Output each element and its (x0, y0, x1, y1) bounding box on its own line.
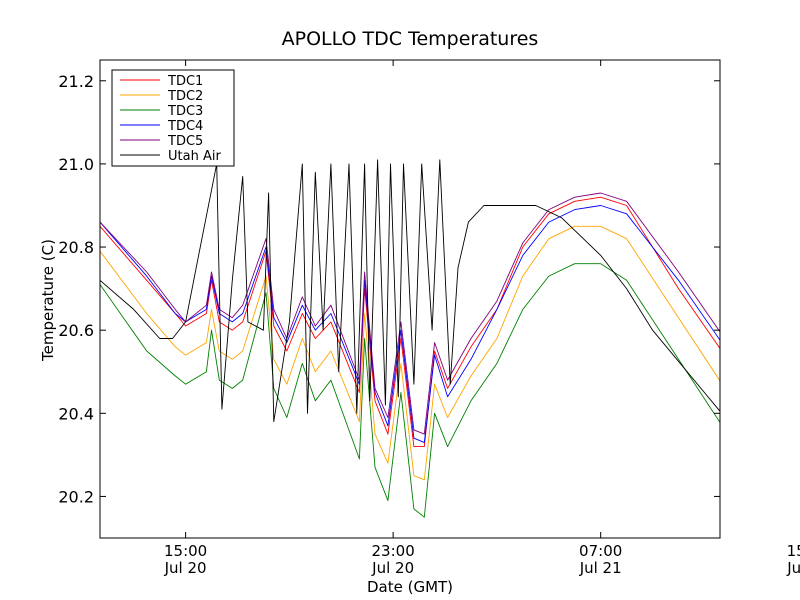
x-tick-time: 23:00 (372, 542, 415, 560)
x-tick-time: 15:00 (164, 542, 207, 560)
y-axis-label: Temperature (C) (39, 239, 57, 362)
y-tick-label: 21.0 (58, 155, 94, 174)
y-axis: 20.2 20.4 20.6 20.8 21.0 21.2 (58, 72, 720, 506)
y-tick-label: 20.2 (58, 487, 94, 506)
series-line-tdc2 (100, 225, 720, 481)
plot-frame (99, 59, 721, 539)
chart-title: APOLLO TDC Temperatures (282, 28, 539, 50)
x-tick-date: Jul 21 (579, 559, 622, 577)
series-line-utah-air (100, 159, 720, 423)
x-tick-time: 15:00 (787, 542, 800, 560)
x-tick-time: 07:00 (579, 542, 622, 560)
series-layer (100, 159, 720, 518)
legend-label-tdc2: TDC2 (167, 89, 203, 104)
plot-area (100, 159, 720, 518)
y-tick-label: 21.2 (58, 72, 94, 91)
y-tick-label: 20.6 (58, 321, 94, 340)
legend-label-tdc5: TDC5 (167, 134, 203, 149)
x-tick-date: Jul 21 (786, 559, 800, 577)
legend-box (111, 69, 235, 167)
legend-label-utah-air: Utah Air (168, 149, 221, 164)
y-tick-label: 20.8 (58, 238, 94, 257)
legend-label-tdc1: TDC1 (167, 74, 203, 89)
x-axis-label: Date (GMT) (367, 578, 453, 596)
legend-label-tdc3: TDC3 (167, 104, 203, 119)
x-tick-date: Jul 20 (371, 559, 414, 577)
series-line-tdc5 (100, 192, 720, 435)
series-line-tdc4 (100, 205, 720, 443)
series-line-tdc1 (100, 196, 720, 448)
x-tick-date: Jul 20 (164, 559, 207, 577)
y-tick-label: 20.4 (58, 404, 94, 423)
legend-label-tdc4: TDC4 (167, 119, 203, 134)
series-line-tdc3 (100, 263, 720, 518)
